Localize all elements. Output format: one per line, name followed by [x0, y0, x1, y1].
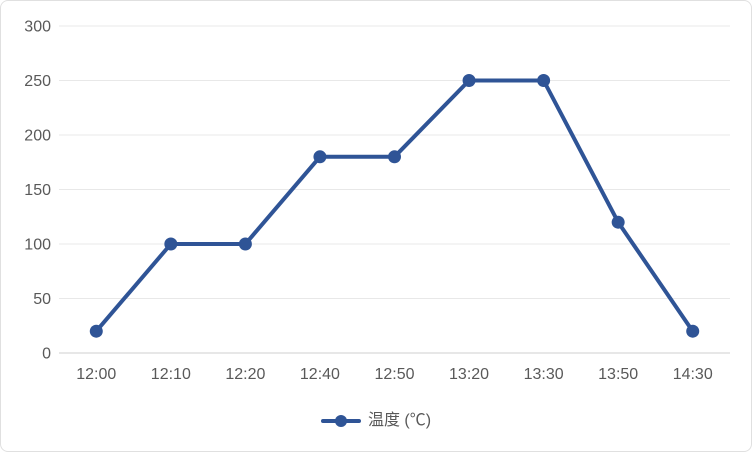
- data-point-marker: [686, 324, 700, 338]
- y-tick-label: 300: [24, 19, 51, 36]
- x-tick-label: 13:30: [524, 366, 564, 383]
- x-tick-label: 12:40: [300, 366, 340, 383]
- y-tick-label: 0: [42, 346, 51, 363]
- data-point-marker: [388, 150, 401, 164]
- temperature-series-line: [94, 78, 695, 334]
- legend-dot-icon: [334, 415, 347, 427]
- data-point-marker: [313, 150, 327, 164]
- legend-series-marker: [320, 414, 361, 428]
- data-point-marker: [89, 324, 103, 338]
- y-tick-label: 100: [24, 237, 51, 254]
- x-tick-label: 14:30: [673, 366, 713, 383]
- x-tick-label: 13:20: [449, 366, 489, 383]
- data-point-marker: [164, 237, 178, 251]
- x-tick-label: 12:10: [151, 366, 191, 383]
- x-tick-label: 12:20: [225, 366, 265, 383]
- chart-legend: 温度 (℃): [1, 411, 751, 431]
- data-point-marker: [537, 74, 551, 87]
- y-tick-label: 250: [24, 73, 51, 90]
- legend-label: 温度 (℃): [367, 412, 432, 429]
- data-point-marker: [611, 215, 625, 229]
- x-tick-label: 12:50: [374, 366, 414, 383]
- y-tick-label: 50: [33, 291, 51, 308]
- y-tick-label: 200: [24, 128, 51, 145]
- y-tick-label: 150: [24, 182, 51, 199]
- x-tick-label: 12:00: [76, 366, 116, 383]
- x-tick-label: 13:50: [598, 366, 638, 383]
- data-point-marker: [462, 74, 476, 87]
- data-point-marker: [238, 237, 252, 251]
